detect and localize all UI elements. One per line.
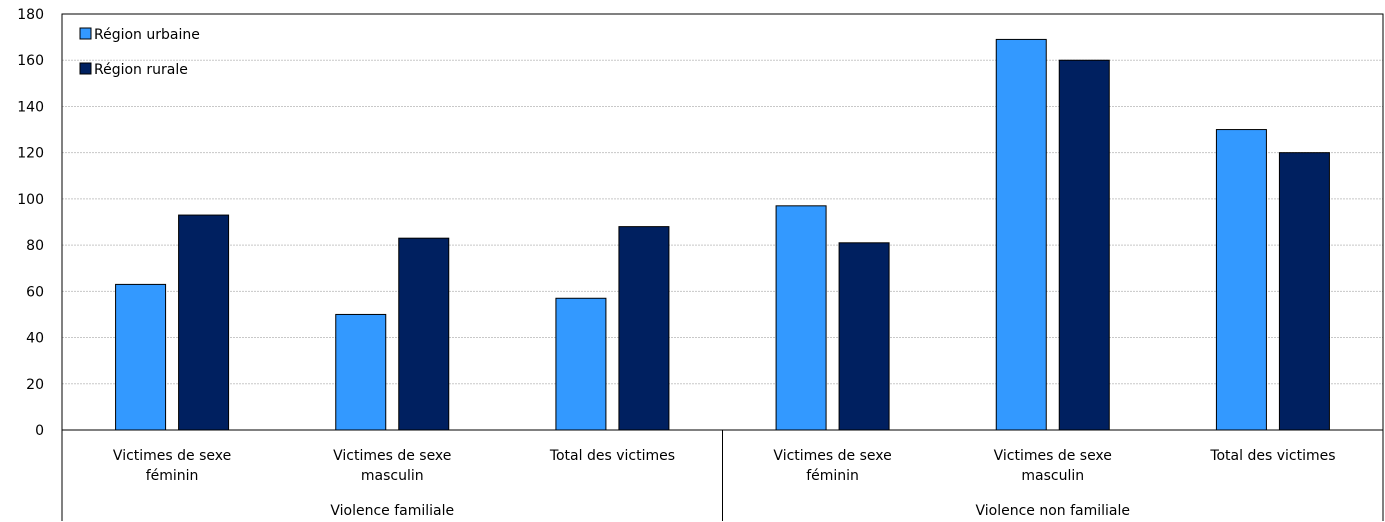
- category-label: Victimes de sexe: [113, 448, 231, 464]
- bar-urbaine: [555, 297, 607, 431]
- bar-urbaine: [1215, 129, 1267, 431]
- bar-rurale: [618, 226, 670, 431]
- category-label: Total des victimes: [1209, 448, 1335, 464]
- bar-urbaine: [115, 283, 167, 431]
- bar-rurale: [1058, 59, 1110, 431]
- bar-rurale: [1278, 152, 1330, 431]
- bar-urbaine: [995, 38, 1047, 431]
- bar-urbaine: [775, 205, 827, 431]
- category-label: Victimes de sexe: [994, 448, 1112, 464]
- category-label: féminin: [806, 468, 859, 484]
- category-label: féminin: [146, 468, 199, 484]
- y-tick-label: 20: [26, 377, 44, 393]
- category-label: Victimes de sexe: [773, 448, 891, 464]
- y-tick-label: 180: [17, 7, 44, 23]
- y-tick-label: 0: [35, 423, 44, 439]
- category-label: masculin: [361, 468, 424, 484]
- group-label: Violence familiale: [330, 503, 454, 519]
- legend-label: Région rurale: [94, 62, 188, 78]
- bar-rurale: [398, 237, 450, 431]
- legend-label: Région urbaine: [94, 27, 200, 43]
- bar-urbaine: [335, 313, 387, 431]
- group-label: Violence non familiale: [975, 503, 1130, 519]
- bar-rurale: [178, 214, 230, 431]
- plot-area-border: [61, 13, 1384, 431]
- y-tick-label: 80: [26, 238, 44, 254]
- category-label: Total des victimes: [549, 448, 675, 464]
- category-label: Victimes de sexe: [333, 448, 451, 464]
- y-tick-label: 160: [17, 53, 44, 69]
- y-tick-label: 60: [26, 284, 44, 300]
- y-tick-label: 140: [17, 99, 44, 115]
- bar-rurale: [838, 242, 890, 431]
- legend-swatch: [79, 27, 92, 40]
- y-tick-label: 40: [26, 331, 44, 347]
- legend-swatch: [79, 62, 92, 75]
- y-tick-label: 100: [17, 192, 44, 208]
- category-label: masculin: [1021, 468, 1084, 484]
- y-tick-label: 120: [17, 146, 44, 162]
